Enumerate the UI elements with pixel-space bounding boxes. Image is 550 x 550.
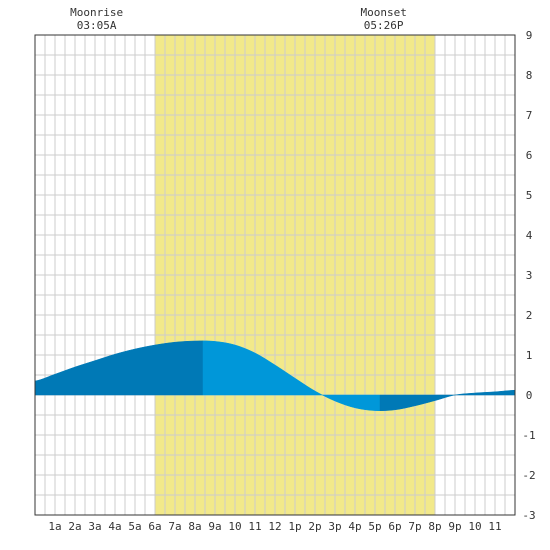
x-tick-label: 4p bbox=[348, 520, 361, 533]
moonrise-time: 03:05A bbox=[77, 19, 117, 32]
plot-border bbox=[34, 34, 516, 516]
x-tick-label: 7p bbox=[408, 520, 421, 533]
y-tick-label: 5 bbox=[526, 189, 533, 202]
tide-area-segment bbox=[34, 340, 204, 396]
x-tick-label: 5a bbox=[128, 520, 141, 533]
x-tick-label: 1a bbox=[48, 520, 61, 533]
y-tick-label: 1 bbox=[526, 349, 533, 362]
x-tick-label: 5p bbox=[368, 520, 381, 533]
x-tick-label: 7a bbox=[168, 520, 181, 533]
y-tick-label: 8 bbox=[526, 69, 533, 82]
moonset-time: 05:26P bbox=[364, 19, 404, 32]
y-tick-label: 7 bbox=[526, 109, 533, 122]
tide-area-layer bbox=[34, 340, 516, 411]
x-tick-label: 11 bbox=[248, 520, 261, 533]
tide-area-segment bbox=[202, 340, 381, 411]
x-tick-label: 8a bbox=[188, 520, 201, 533]
y-tick-label: 3 bbox=[526, 269, 533, 282]
grid-layer bbox=[34, 34, 516, 516]
x-tick-label: 10 bbox=[228, 520, 241, 533]
y-tick-label: 9 bbox=[526, 29, 533, 42]
y-tick-label: 0 bbox=[526, 389, 533, 402]
x-tick-label: 2a bbox=[68, 520, 81, 533]
y-tick-label: -2 bbox=[522, 469, 535, 482]
x-tick-label: 3a bbox=[88, 520, 101, 533]
x-tick-label: 10 bbox=[468, 520, 481, 533]
x-tick-label: 8p bbox=[428, 520, 441, 533]
y-tick-label: 6 bbox=[526, 149, 533, 162]
x-tick-label: 6p bbox=[388, 520, 401, 533]
x-tick-label: 12 bbox=[268, 520, 281, 533]
x-tick-label: 3p bbox=[328, 520, 341, 533]
y-tick-labels: 9 8 7 6 5 4 3 2 1 0 -1 -2 -3 bbox=[522, 29, 535, 522]
tide-area-segment bbox=[379, 389, 516, 411]
x-tick-labels: 1a 2a 3a 4a 5a 6a 7a 8a 9a 10 11 12 1p 2p 3p 4p 5p 6p 7p 8p… bbox=[48, 520, 501, 533]
y-tick-label: -1 bbox=[522, 429, 535, 442]
y-tick-label: -3 bbox=[522, 509, 535, 522]
x-tick-label: 11 bbox=[488, 520, 501, 533]
x-tick-label: 4a bbox=[108, 520, 121, 533]
x-tick-label: 9p bbox=[448, 520, 461, 533]
x-tick-label: 6a bbox=[148, 520, 161, 533]
moonset-label: Moonset bbox=[360, 6, 406, 19]
x-tick-label: 9a bbox=[208, 520, 221, 533]
y-tick-label: 4 bbox=[526, 229, 533, 242]
x-tick-label: 1p bbox=[288, 520, 301, 533]
y-tick-label: 2 bbox=[526, 309, 533, 322]
x-tick-label: 2p bbox=[308, 520, 321, 533]
moonrise-label: Moonrise bbox=[70, 6, 123, 19]
